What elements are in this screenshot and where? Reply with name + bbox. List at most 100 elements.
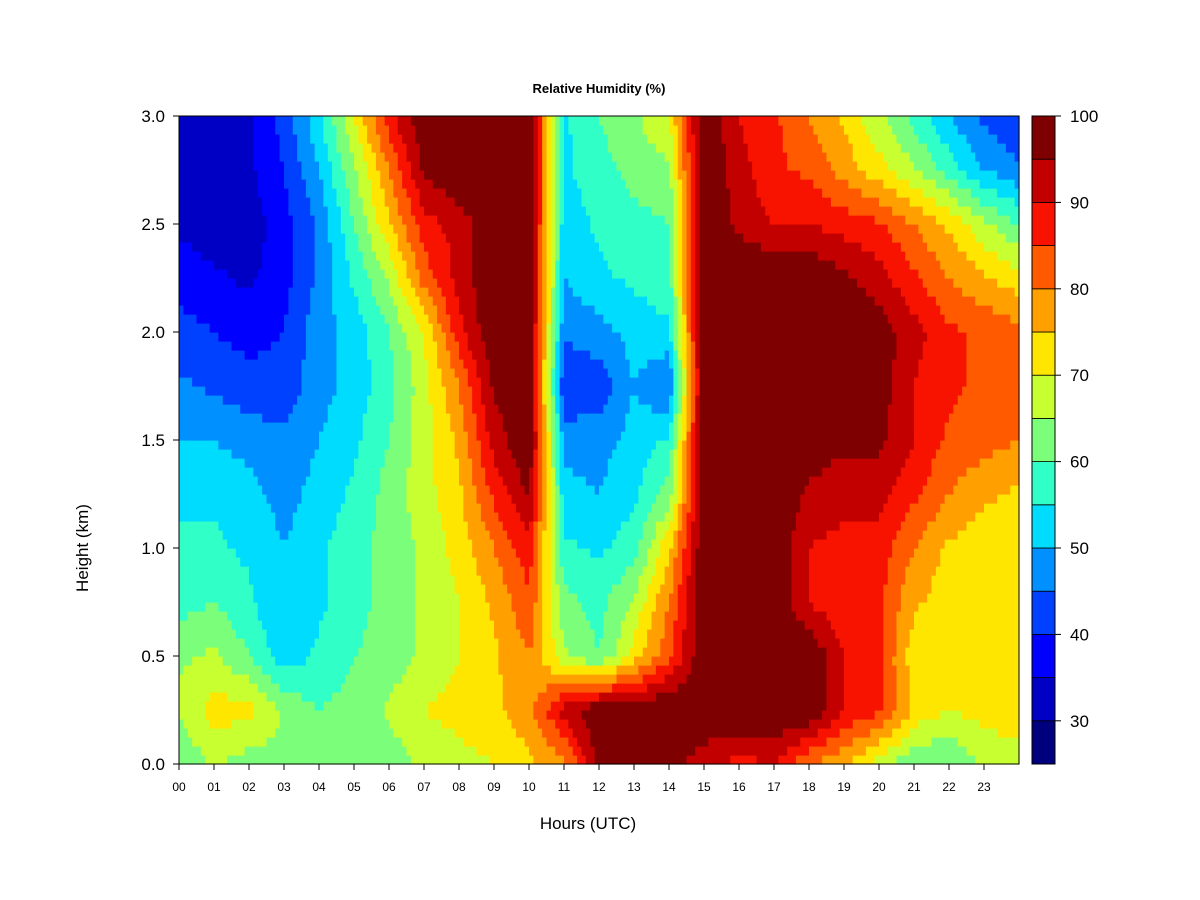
heatmap-cell	[695, 647, 828, 657]
heatmap-cell	[870, 728, 893, 738]
heatmap-cell	[327, 539, 373, 549]
heatmap-cell	[533, 224, 539, 234]
heatmap-cell	[686, 332, 692, 342]
heatmap-cell	[371, 548, 416, 558]
heatmap-cell	[537, 575, 543, 585]
heatmap-cell	[896, 170, 924, 180]
heatmap-cell	[367, 161, 377, 171]
heatmap-cell	[463, 422, 478, 432]
heatmap-cell	[682, 449, 688, 459]
heatmap-cell	[682, 179, 688, 189]
heatmap-cell	[327, 206, 342, 216]
heatmap-cell	[594, 755, 688, 765]
heatmap-cell	[375, 512, 412, 522]
heatmap-cell	[927, 593, 1020, 603]
heatmap-cell	[594, 233, 670, 243]
heatmap-cell	[406, 224, 421, 234]
heatmap-cell	[542, 404, 548, 414]
heatmap-cell	[340, 206, 351, 216]
heatmap-cell	[690, 431, 696, 441]
heatmap-cell	[655, 602, 670, 612]
heatmap-cell	[179, 170, 259, 180]
heatmap-cell	[612, 377, 674, 387]
heatmap-cell	[642, 647, 661, 657]
heatmap-cell	[354, 467, 381, 477]
heatmap-cell	[550, 440, 556, 450]
heatmap-cell	[760, 242, 863, 252]
heatmap-cell	[1010, 260, 1020, 270]
heatmap-cell	[883, 629, 898, 639]
heatmap-cell	[389, 134, 403, 144]
heatmap-cell	[253, 161, 285, 171]
heatmap-cell	[340, 215, 355, 225]
heatmap-cell	[489, 440, 508, 450]
heatmap-cell	[218, 602, 259, 612]
heatmap-cell	[354, 215, 368, 225]
heatmap-cell	[533, 215, 539, 225]
heatmap-cell	[879, 197, 911, 207]
heatmap-cell	[275, 521, 294, 531]
heatmap-cell	[384, 701, 429, 711]
heatmap-cell	[699, 359, 893, 369]
heatmap-cell	[367, 395, 394, 405]
heatmap-cell	[647, 557, 657, 567]
heatmap-cell	[905, 656, 1020, 666]
heatmap-cell	[380, 305, 399, 315]
heatmap-cell	[542, 377, 548, 387]
heatmap-cell	[419, 323, 434, 333]
heatmap-cell	[690, 440, 696, 450]
heatmap-cell	[699, 512, 797, 522]
heatmap-cell	[655, 530, 666, 540]
heatmap-cell	[673, 323, 679, 333]
heatmap-cell	[743, 134, 784, 144]
heatmap-cell	[647, 134, 674, 144]
heatmap-cell	[406, 332, 425, 342]
heatmap-cell	[564, 503, 635, 513]
heatmap-cell	[883, 593, 902, 603]
heatmap-cell	[323, 611, 368, 621]
heatmap-cell	[349, 134, 359, 144]
heatmap-cell	[310, 296, 333, 306]
heatmap-cell	[292, 233, 316, 243]
heatmap-cell	[690, 530, 701, 540]
heatmap-cell	[655, 440, 674, 450]
colorbar-swatch	[1031, 331, 1056, 376]
heatmap-cell	[673, 278, 679, 288]
heatmap-cell	[690, 548, 696, 558]
heatmap-cell	[669, 458, 674, 468]
heatmap-cell	[332, 251, 346, 261]
heatmap-cell	[297, 152, 316, 162]
heatmap-cell	[690, 404, 696, 414]
heatmap-cell	[555, 395, 561, 405]
heatmap-cell	[546, 305, 552, 315]
heatmap-cell	[550, 629, 565, 639]
heatmap-cell	[695, 170, 701, 180]
heatmap-cell	[564, 458, 609, 468]
heatmap-cell	[406, 260, 416, 270]
heatmap-cell	[918, 602, 1020, 612]
heatmap-cell	[432, 179, 534, 189]
heatmap-cell	[984, 503, 1020, 513]
heatmap-cell	[349, 269, 368, 279]
heatmap-cell	[235, 278, 254, 288]
heatmap-cell	[524, 566, 530, 576]
heatmap-cell	[546, 440, 552, 450]
heatmap-cell	[918, 494, 946, 504]
heatmap-cell	[931, 116, 954, 126]
heatmap-cell	[345, 125, 359, 135]
heatmap-cell	[349, 278, 373, 288]
heatmap-cell	[445, 341, 460, 351]
heatmap-cell	[809, 575, 889, 585]
heatmap-cell	[677, 548, 683, 558]
heatmap-cell	[699, 404, 889, 414]
heatmap-cell	[690, 314, 696, 324]
heatmap-cell	[690, 503, 696, 513]
heatmap-cell	[883, 647, 898, 657]
heatmap-cell	[196, 314, 285, 324]
heatmap-cell	[498, 656, 543, 666]
heatmap-cell	[607, 260, 670, 270]
heatmap-cell	[559, 539, 578, 549]
heatmap-cell	[682, 359, 688, 369]
heatmap-cell	[349, 665, 408, 675]
heatmap-cell	[900, 242, 928, 252]
